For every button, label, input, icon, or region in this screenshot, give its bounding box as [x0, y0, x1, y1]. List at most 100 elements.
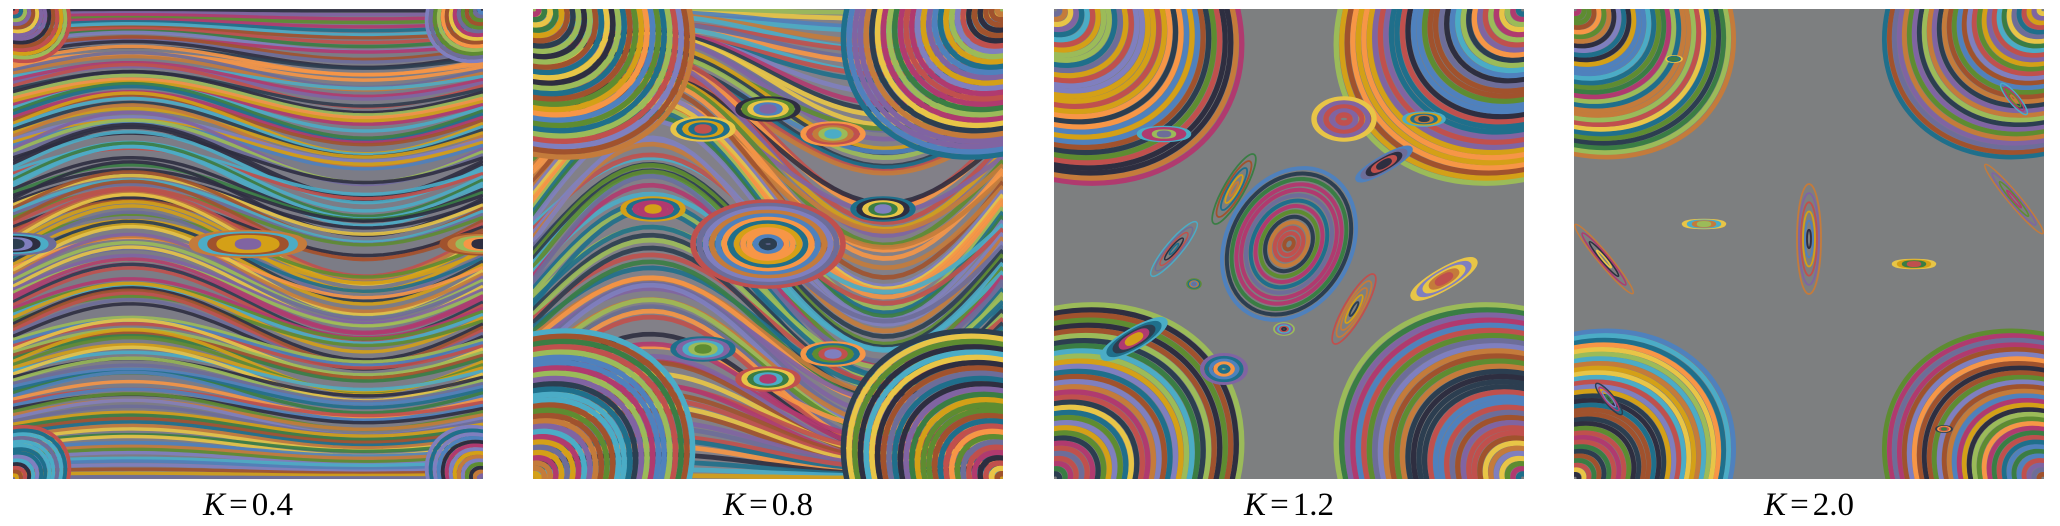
island-ring: [234, 238, 262, 250]
island-ring: [533, 386, 633, 479]
island-ring: [13, 454, 40, 479]
island-ring: [1798, 192, 1820, 286]
island-ring: [1574, 9, 1672, 100]
island-ring: [440, 9, 483, 49]
island-ring: [533, 328, 696, 479]
island-ring: [1224, 171, 1354, 317]
island-ring: [477, 9, 483, 15]
island-ring: [988, 9, 1003, 23]
island-ring: [2006, 9, 2044, 44]
orbit-line: [13, 12, 483, 21]
island-ring: [533, 418, 599, 479]
island-ring: [1054, 9, 1223, 166]
island-ring: [1163, 237, 1185, 261]
island-ring: [1355, 9, 1524, 166]
island-ring: [533, 354, 667, 479]
island-ring: [954, 433, 1003, 479]
island-ring: [1594, 382, 1624, 416]
island-ring: [1493, 450, 1524, 479]
island-ring: [1243, 193, 1335, 295]
island-ring: [886, 370, 1003, 479]
island-ring: [874, 204, 892, 214]
island-ring: [1054, 9, 1212, 156]
island-ring: [1574, 9, 1732, 155]
orbit-line: [13, 173, 483, 236]
orbit-line: [13, 89, 483, 145]
island-ring: [1054, 435, 1101, 479]
island-ring: [1574, 9, 1712, 137]
island-ring: [533, 9, 627, 97]
island-ring: [1804, 219, 1814, 259]
island-ring: [533, 470, 542, 479]
island-ring: [1253, 204, 1325, 284]
island-ring: [1515, 471, 1524, 479]
island-ring: [846, 333, 1003, 479]
island-ring: [1054, 9, 1134, 84]
island-ring: [1881, 328, 2044, 479]
island-ring: [1224, 174, 1244, 204]
island-ring: [2001, 439, 2044, 479]
island-ring: [1574, 9, 1612, 44]
island-ring: [1054, 9, 1234, 176]
island-ring: [13, 465, 28, 479]
island-ring: [1981, 9, 2044, 67]
island-ring: [1574, 223, 1635, 295]
island-ring: [1054, 414, 1123, 479]
island-ring: [857, 344, 1003, 479]
island-ring: [1574, 9, 1587, 21]
island-ring: [1335, 280, 1373, 338]
island-ring: [533, 9, 548, 23]
island-ring: [1916, 9, 2044, 128]
island-ring: [1499, 9, 1524, 33]
island-ring: [1941, 427, 1947, 431]
island-ring: [1054, 343, 1201, 479]
orbit-line: [13, 410, 483, 438]
island-ring: [891, 375, 1003, 479]
island-ring: [1421, 384, 1524, 479]
island-ring: [533, 9, 639, 107]
island-ring: [1054, 450, 1085, 479]
island-ring: [696, 202, 840, 286]
island-ring: [897, 9, 1003, 107]
island-ring: [1574, 448, 1607, 479]
caption-variable: K: [1243, 487, 1268, 523]
island-ring: [966, 444, 1003, 479]
orbit-line: [13, 80, 483, 123]
island-ring: [1054, 368, 1173, 479]
island-ring: [1279, 325, 1289, 333]
island-ring: [533, 439, 576, 479]
island-ring: [1941, 9, 2044, 104]
island-ring: [1504, 9, 1524, 28]
island-ring: [1806, 228, 1812, 250]
island-ring: [13, 443, 52, 479]
orbit-line: [13, 9, 483, 13]
caption: K = 0.8: [722, 487, 813, 523]
island-ring: [533, 338, 684, 479]
island-ring: [460, 9, 483, 30]
island-ring: [1054, 9, 1112, 63]
island-ring: [1477, 9, 1524, 53]
island-ring: [13, 469, 23, 479]
orbit-line: [13, 315, 483, 364]
island-ring: [444, 9, 483, 45]
island-ring: [1054, 9, 1085, 38]
island-ring: [1054, 9, 1206, 150]
island-ring: [533, 333, 690, 479]
island-ring: [1399, 363, 1524, 479]
island-ring: [1344, 294, 1364, 324]
orbit-line: [13, 363, 483, 404]
caption-variable: K: [202, 487, 227, 523]
island-ring: [1971, 411, 2044, 479]
island-ring: [1891, 337, 2044, 479]
island-ring: [1991, 430, 2044, 479]
orbit-line: [13, 475, 483, 479]
island-ring: [1574, 9, 1657, 86]
island-ring: [533, 455, 559, 479]
island-ring: [1234, 182, 1344, 306]
island-ring: [533, 9, 645, 113]
island-ring: [1432, 9, 1524, 94]
island-ring: [1054, 9, 1179, 125]
island-ring: [937, 9, 1003, 70]
island-ring: [715, 213, 821, 275]
orbit-line: [13, 224, 483, 317]
